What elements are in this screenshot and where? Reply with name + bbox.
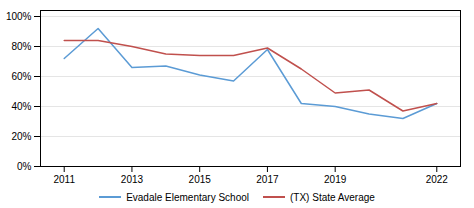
svg-text:80%: 80% xyxy=(11,41,31,52)
svg-text:2019: 2019 xyxy=(324,174,347,185)
svg-text:60%: 60% xyxy=(11,71,31,82)
svg-text:40%: 40% xyxy=(11,101,31,112)
svg-text:2017: 2017 xyxy=(256,174,279,185)
svg-text:0%: 0% xyxy=(17,161,32,172)
svg-text:100%: 100% xyxy=(6,11,32,22)
svg-text:2015: 2015 xyxy=(189,174,212,185)
html-text:Evadale Elementary School: Evadale Elementary School xyxy=(126,191,249,203)
svg-text:20%: 20% xyxy=(11,131,31,142)
svg-text:2011: 2011 xyxy=(53,174,75,185)
svg-text:2013: 2013 xyxy=(121,174,144,185)
html-text:(TX) State Average: (TX) State Average xyxy=(290,191,375,203)
svg-text:2022: 2022 xyxy=(426,174,449,185)
